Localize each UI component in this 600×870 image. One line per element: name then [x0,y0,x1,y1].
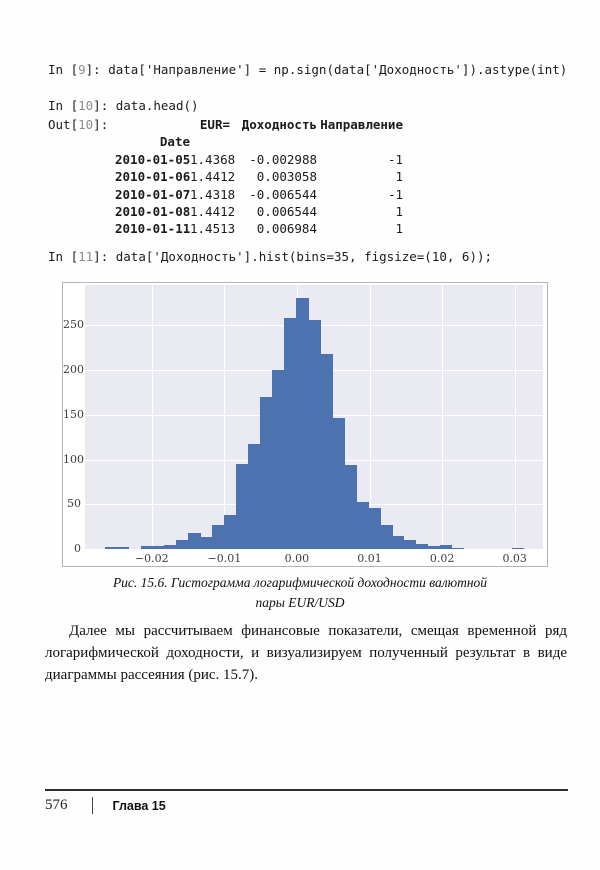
histogram-bar [104,547,118,549]
y-tick-label: 150 [63,407,84,421]
row-direction: -1 [387,186,403,202]
row-direction: 1 [395,221,403,237]
row-direction: 1 [395,204,403,220]
histogram-bar [188,532,201,549]
x-tick-label: −0.01 [207,552,242,565]
row-eur: 1.4513 [190,221,236,237]
code-text-in9: data['Направление'] = np.sign(data['Дохо… [108,62,568,77]
row-date: 2010-01-11 [115,221,191,237]
row-eur: 1.4318 [190,186,236,202]
y-tick-label: 100 [63,452,84,466]
gridline-vertical [514,285,516,549]
histogram-bar [320,353,333,549]
figure-caption-line2: пары EUR/USD [255,595,345,610]
histogram-bar [439,545,453,549]
gridline-vertical [369,285,371,549]
histogram-bar [260,396,273,549]
y-tick-label: 50 [67,497,81,511]
histogram-bar [284,318,297,549]
histogram-bar [296,297,309,549]
prompt-number: 10 [78,98,94,113]
histogram-bar [308,319,321,549]
row-return: -0.002988 [249,151,317,167]
histogram-bar [332,418,345,549]
histogram-bar [200,537,213,549]
x-tick-label: 0.00 [284,552,310,565]
x-tick-label: 0.01 [357,552,382,565]
histogram-bar [140,546,153,549]
histogram-bar [224,515,237,549]
prompt-number: 11 [78,249,94,264]
gridline-vertical [224,285,226,549]
code-cell-in9: In [9]: data['Направление'] = np.sign(da… [48,62,567,77]
histogram-bar [404,540,417,549]
histogram-bar [356,501,369,549]
code-text-in11: data['Доходность'].hist(bins=35, figsize… [115,249,493,264]
row-date: 2010-01-08 [115,204,191,220]
body-paragraph: Далее мы рассчитываем финансовые показат… [45,623,567,683]
histogram-bar [368,507,381,549]
column-header-return: Доходность [241,117,317,132]
x-tick-label: −0.02 [134,552,169,565]
gridline-vertical [151,285,153,549]
prompt-in10: In [10]: [48,98,116,113]
dataframe-output: EUR= Доходность Направление Date 2010-01… [115,116,403,238]
histogram-bar [176,540,189,549]
chapter-label: Глава 15 [112,798,166,813]
histogram-bar [152,546,165,549]
row-eur: 1.4368 [190,151,236,167]
row-eur: 1.4412 [190,204,236,220]
page-number: 576 [45,797,68,813]
row-direction: -1 [387,151,403,167]
index-name: Date [159,134,190,150]
gridline-vertical [442,285,444,549]
y-tick-label: 200 [63,363,84,376]
code-cell-in10: In [10]: data.head() [48,98,199,113]
code-text-in10: data.head() [115,98,199,113]
row-return: 0.003058 [256,169,317,185]
prompt-in9: In [9]: [48,62,109,77]
row-eur: 1.4412 [190,169,236,185]
histogram-bar [380,524,393,549]
histogram-bar [392,535,405,549]
histogram-bar [272,370,285,549]
x-tick-label: 0.02 [429,552,455,565]
histogram-bar [236,464,249,549]
x-tick-label: 0.03 [502,552,527,565]
prompt-number: 9 [78,62,86,77]
code-cell-in11: In [11]: data['Доходность'].hist(bins=35… [48,249,492,264]
histogram-bar [511,548,525,549]
histogram-bar [212,524,225,549]
row-date: 2010-01-06 [115,169,191,185]
histogram-bar [415,543,429,549]
footer-rule [45,789,568,791]
row-direction: 1 [395,169,403,185]
row-return: 0.006984 [256,221,317,237]
row-date: 2010-01-07 [115,186,191,202]
plot-area [85,285,543,549]
histogram-bar [451,548,465,549]
histogram-bar [164,544,177,549]
row-date: 2010-01-05 [115,151,191,167]
column-header-eur: EUR= [199,117,230,132]
histogram-bar [116,547,130,549]
out-prompt-10: Out[10]: [48,117,109,132]
histogram-bar [248,444,261,549]
y-tick-label: 250 [63,318,84,332]
histogram-bar [427,546,441,549]
row-return: 0.006544 [256,204,317,220]
footer-separator [91,797,93,814]
histogram-bar [344,464,357,549]
y-tick-label: 0 [74,542,81,555]
figure-caption-line1: Рис. 15.6. Гистограмма логарифмической д… [112,575,488,590]
column-header-direction: Направление [320,117,403,132]
histogram-figure: 0 50 100 150 200 250 −0.02 −0.01 0.00 0.01 0.02 0.… [62,282,548,567]
prompt-number: 10 [78,117,94,132]
row-return: -0.006544 [249,186,317,202]
page-footer: 576 Глава 15 [45,797,166,814]
prompt-in11: In [11]: [48,249,116,264]
